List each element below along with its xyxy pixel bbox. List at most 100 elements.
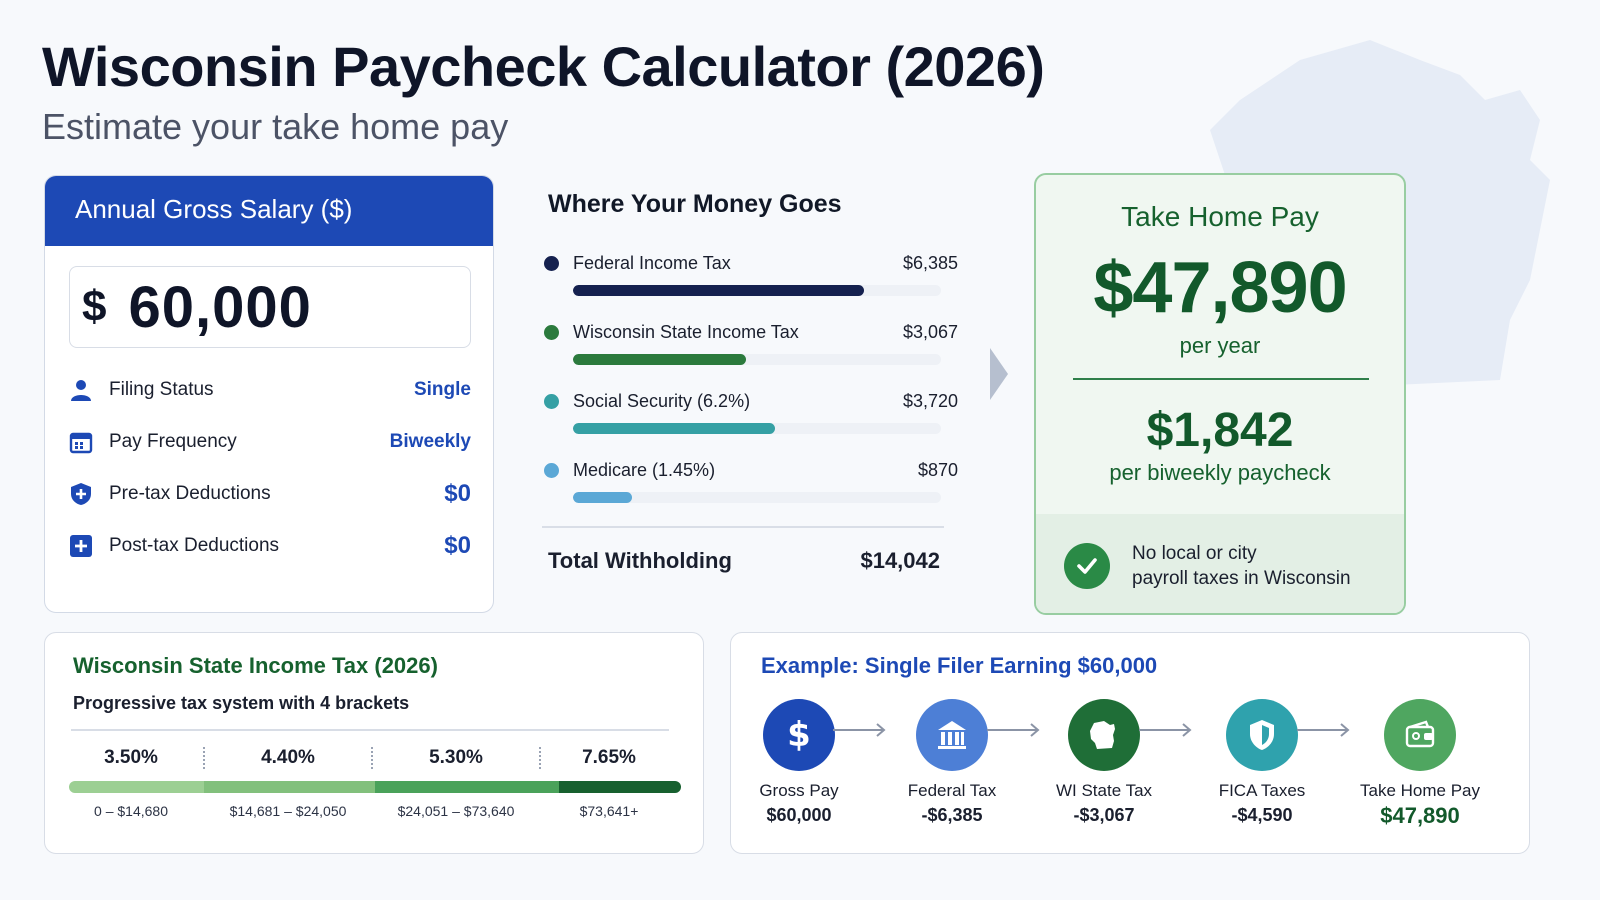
tax-bar-fill: [573, 423, 775, 434]
step-amount: $47,890: [1345, 803, 1495, 829]
salary-heading: Annual Gross Salary ($): [45, 176, 493, 246]
tax-name: Wisconsin State Income Tax: [573, 322, 903, 343]
bracket-range: $14,681 – $24,050: [213, 803, 363, 819]
state-tax-brackets-card: Wisconsin State Income Tax (2026) Progre…: [44, 632, 704, 854]
filing-status-select[interactable]: Filing Status Single: [69, 372, 471, 408]
take-home-period-unit: per biweekly paycheck: [1036, 460, 1404, 486]
posttax-deductions-field[interactable]: Post-tax Deductions $0: [69, 528, 471, 564]
bank-icon: [916, 699, 988, 771]
take-home-title: Take Home Pay: [1036, 201, 1404, 233]
example-step-gross-pay: $ Gross Pay $60,000: [724, 699, 874, 826]
bracket-rate: 7.65%: [549, 747, 669, 769]
svg-text:$: $: [787, 715, 811, 755]
money-breakdown: Where Your Money Goes Federal Income Tax…: [548, 190, 958, 525]
example-step-federal-tax: Federal Tax -$6,385: [877, 699, 1027, 826]
local-tax-note-text: No local or city payroll taxes in Wiscon…: [1132, 541, 1351, 591]
money-title: Where Your Money Goes: [548, 190, 958, 219]
take-home-annual-unit: per year: [1036, 333, 1404, 359]
take-home-per-period: $1,842: [1036, 403, 1404, 458]
tax-amount: $3,067: [903, 322, 958, 343]
total-withholding-row: Total Withholding $14,042: [548, 548, 940, 574]
example-title: Example: Single Filer Earning $60,000: [761, 653, 1157, 679]
page-subtitle: Estimate your take home pay: [42, 106, 508, 148]
example-step-fica-taxes: FICA Taxes -$4,590: [1187, 699, 1337, 826]
note-line-1: No local or city: [1132, 541, 1351, 566]
tax-bar-fill: [573, 354, 746, 365]
tax-bar-track: [573, 285, 941, 296]
pay-frequency-select[interactable]: Pay Frequency Biweekly: [69, 424, 471, 460]
bracket-segment: [69, 781, 204, 793]
filing-status-value: Single: [414, 379, 471, 401]
tax-item: Medicare (1.45%) $870: [548, 456, 958, 525]
pretax-deductions-field[interactable]: Pre-tax Deductions $0: [69, 476, 471, 512]
bracket-bar: [69, 781, 681, 793]
divider: [1073, 378, 1369, 380]
tax-name: Medicare (1.45%): [573, 460, 918, 481]
tax-line: Social Security (6.2%) $3,720: [548, 387, 958, 415]
currency-symbol: $: [82, 282, 106, 332]
shield-icon: [1226, 699, 1298, 771]
salary-input[interactable]: $ 60,000: [69, 266, 471, 348]
step-amount: -$4,590: [1187, 805, 1337, 826]
bracket-rate: 4.40%: [213, 747, 363, 769]
bracket-range: $24,051 – $73,640: [381, 803, 531, 819]
legend-dot: [544, 256, 559, 271]
plus-square-icon: [69, 534, 93, 558]
bracket-segment: [559, 781, 681, 793]
user-icon: [69, 378, 93, 402]
salary-card: Annual Gross Salary ($) $ 60,000 Filing …: [44, 175, 494, 613]
divider: [542, 526, 944, 528]
pay-frequency-value: Biweekly: [390, 431, 471, 453]
step-label: Take Home Pay: [1345, 781, 1495, 801]
example-card: Example: Single Filer Earning $60,000 $ …: [730, 632, 1530, 854]
bracket-ranges: 0 – $14,680 $14,681 – $24,050 $24,051 – …: [69, 803, 681, 821]
tax-line: Medicare (1.45%) $870: [548, 456, 958, 484]
brackets-subtitle: Progressive tax system with 4 brackets: [73, 693, 409, 714]
local-tax-note: No local or city payroll taxes in Wiscon…: [1036, 514, 1404, 615]
step-label: FICA Taxes: [1187, 781, 1337, 801]
tax-item: Wisconsin State Income Tax $3,067: [548, 318, 958, 387]
check-icon: [1064, 543, 1110, 589]
step-amount: -$6,385: [877, 805, 1027, 826]
example-step-take-home-pay: Take Home Pay $47,890: [1345, 699, 1495, 829]
tax-bar-track: [573, 492, 941, 503]
legend-dot: [544, 394, 559, 409]
tax-bar-track: [573, 423, 941, 434]
tax-name: Federal Income Tax: [573, 253, 903, 274]
tax-item: Federal Income Tax $6,385: [548, 249, 958, 318]
bracket-range: $73,641+: [549, 803, 669, 819]
dollar-icon: $: [763, 699, 835, 771]
tax-item: Social Security (6.2%) $3,720: [548, 387, 958, 456]
tax-bar-fill: [573, 492, 632, 503]
calendar-icon: [69, 430, 93, 454]
take-home-annual: $47,890: [1036, 247, 1404, 329]
total-withholding-label: Total Withholding: [548, 548, 732, 574]
arrow-right-icon: [1139, 723, 1193, 737]
bracket-separator: [371, 747, 373, 769]
filing-status-label: Filing Status: [109, 379, 414, 401]
take-home-card: Take Home Pay $47,890 per year $1,842 pe…: [1034, 173, 1406, 615]
posttax-deductions-label: Post-tax Deductions: [109, 535, 444, 557]
tax-line: Federal Income Tax $6,385: [548, 249, 958, 277]
tax-bar-track: [573, 354, 941, 365]
tax-bar-fill: [573, 285, 864, 296]
bracket-range: 0 – $14,680: [69, 803, 193, 819]
chevron-right-icon: [988, 348, 1010, 400]
posttax-deductions-value: $0: [444, 532, 471, 560]
step-label: WI State Tax: [1029, 781, 1179, 801]
step-amount: $60,000: [724, 805, 874, 826]
example-step-wi-state-tax: WI State Tax -$3,067: [1029, 699, 1179, 826]
legend-dot: [544, 325, 559, 340]
pay-frequency-label: Pay Frequency: [109, 431, 390, 453]
bracket-separator: [539, 747, 541, 769]
step-label: Federal Tax: [877, 781, 1027, 801]
wisconsin-icon: [1068, 699, 1140, 771]
bracket-segment: [204, 781, 375, 793]
tax-name: Social Security (6.2%): [573, 391, 903, 412]
brackets-title: Wisconsin State Income Tax (2026): [73, 653, 438, 679]
wallet-icon: [1384, 699, 1456, 771]
tax-amount: $870: [918, 460, 958, 481]
page-title: Wisconsin Paycheck Calculator (2026): [42, 34, 1044, 99]
shield-plus-icon: [69, 482, 93, 506]
bracket-segment: [375, 781, 559, 793]
